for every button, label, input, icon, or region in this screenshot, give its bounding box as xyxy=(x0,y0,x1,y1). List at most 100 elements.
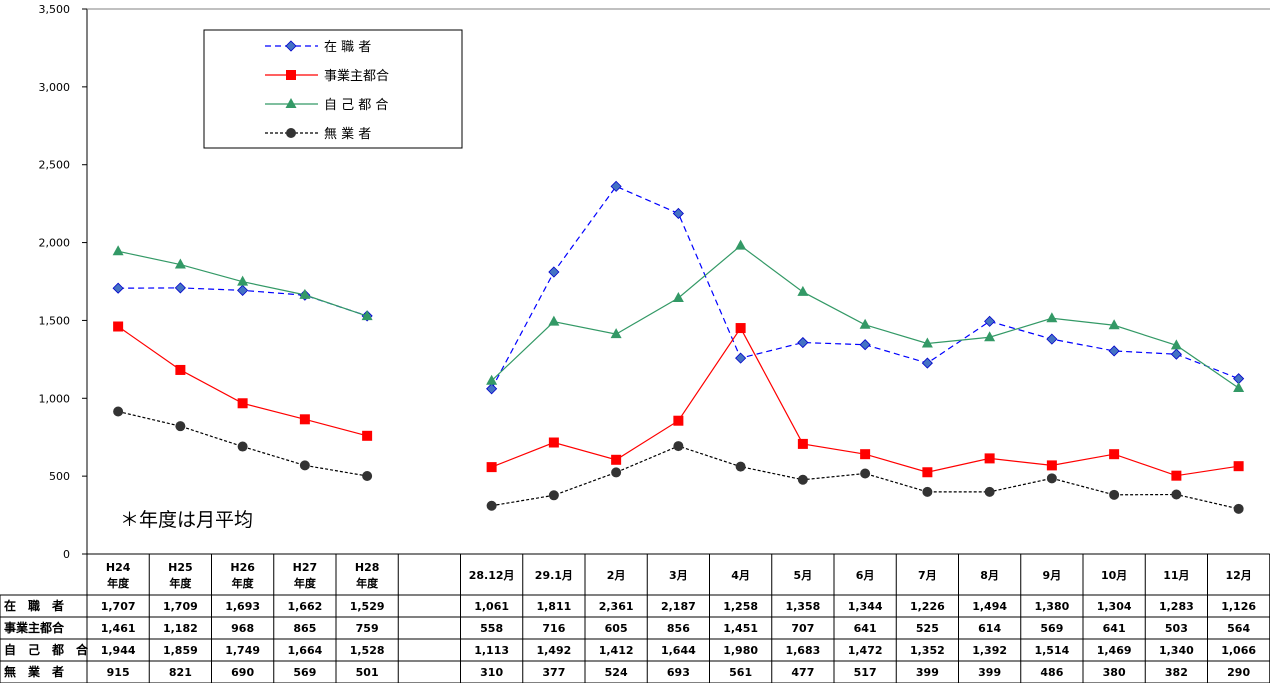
data-point xyxy=(299,460,310,471)
data-table: H24 年度 H25 年度 H26 年度 H27 年度 H28 年度 28.12月 29.1月 2月 3月… xyxy=(0,553,1270,683)
data-point xyxy=(1109,449,1120,460)
data-point xyxy=(922,486,933,497)
x-tick-label: H28 xyxy=(355,561,380,574)
x-tick-label: 7月 xyxy=(918,569,937,582)
y-axis: 0 500 1,000 1,500 2,000 2,500 3,000 3,500 xyxy=(39,3,1270,561)
table-cell: 1,380 xyxy=(1034,600,1069,613)
y-tick-label: 3,500 xyxy=(39,3,71,16)
data-point xyxy=(1233,461,1244,472)
data-point xyxy=(984,331,996,342)
data-point xyxy=(362,470,373,481)
table-cell: 569 xyxy=(1040,622,1063,635)
legend-label: 自 己 都 合 xyxy=(324,98,388,113)
legend-marker xyxy=(286,128,296,138)
table-cell: 1,392 xyxy=(972,644,1007,657)
data-point xyxy=(1046,333,1058,345)
table-cell: 525 xyxy=(916,622,939,635)
x-tick-label: H25 xyxy=(168,561,193,574)
table-cell: 1,944 xyxy=(101,644,136,657)
data-point xyxy=(921,357,933,369)
table-cell: 1,304 xyxy=(1097,600,1132,613)
plot-area xyxy=(112,180,1245,514)
table-cell: 2,361 xyxy=(599,600,634,613)
data-point xyxy=(237,441,248,452)
table-cell: 1,258 xyxy=(723,600,758,613)
table-cell: 561 xyxy=(729,666,752,679)
legend-frame xyxy=(203,29,463,149)
table-cell: 477 xyxy=(791,666,814,679)
data-point xyxy=(611,454,622,465)
y-tick-label: 2,500 xyxy=(39,159,71,172)
table-cell: 1,126 xyxy=(1221,600,1256,613)
legend-item: 自 己 都 合 xyxy=(265,98,388,113)
data-point xyxy=(860,449,871,460)
table-cell: 1,412 xyxy=(599,644,634,657)
table-cell: 1,344 xyxy=(848,600,883,613)
table-cell: 1,683 xyxy=(785,644,820,657)
table-cell: 968 xyxy=(231,622,254,635)
data-point xyxy=(860,468,871,479)
x-tick-label: 8月 xyxy=(980,569,999,582)
x-tick-label: 5月 xyxy=(794,569,813,582)
table-cell: 2,187 xyxy=(661,600,696,613)
table-cell: 1,707 xyxy=(101,600,136,613)
x-tick-label-sub: 年度 xyxy=(232,576,255,590)
x-tick-label: 6月 xyxy=(856,569,875,582)
table-cell: 1,451 xyxy=(723,622,758,635)
legend-marker xyxy=(285,98,297,108)
table-cell: 1,749 xyxy=(225,644,260,657)
x-tick-label: 2月 xyxy=(607,569,626,582)
x-tick-label: H24 xyxy=(106,561,131,574)
data-point xyxy=(548,315,560,326)
data-point xyxy=(672,207,684,220)
x-tick-label-sub: 年度 xyxy=(107,576,130,590)
table-cell: 1,352 xyxy=(910,644,945,657)
y-tick-label: 0 xyxy=(63,548,70,561)
series-3 xyxy=(112,239,1245,393)
data-point xyxy=(610,328,622,339)
y-tick-label: 3,000 xyxy=(39,81,71,94)
data-point xyxy=(237,284,249,296)
data-point xyxy=(1170,339,1182,350)
legend-marker xyxy=(285,40,297,52)
data-point xyxy=(174,282,186,294)
data-point xyxy=(735,239,747,250)
x-tick-label-sub: 年度 xyxy=(294,576,317,590)
data-point xyxy=(486,462,497,473)
data-point xyxy=(1233,382,1245,393)
table-cell: 564 xyxy=(1227,622,1250,635)
x-tick-label: 29.1月 xyxy=(535,569,573,582)
x-tick-label: H26 xyxy=(230,561,255,574)
data-point xyxy=(1233,503,1244,514)
data-point xyxy=(1046,473,1057,484)
data-point xyxy=(922,467,933,478)
table-cell: 865 xyxy=(293,622,316,635)
data-point xyxy=(1108,319,1120,330)
table-cell: 1,226 xyxy=(910,600,945,613)
table-cell: 690 xyxy=(231,666,254,679)
data-point xyxy=(113,321,124,332)
legend-marker xyxy=(286,70,296,80)
table-cell: 759 xyxy=(356,622,379,635)
legend-item: 在 職 者 xyxy=(265,40,371,55)
data-point xyxy=(548,437,559,448)
table-row-label: 無 業 者 xyxy=(4,664,64,679)
data-point xyxy=(1046,312,1058,323)
table-cell: 693 xyxy=(667,666,690,679)
data-point xyxy=(673,415,684,426)
data-point xyxy=(797,285,809,296)
data-point xyxy=(673,441,684,452)
data-point xyxy=(984,486,995,497)
data-point xyxy=(859,339,871,351)
data-point xyxy=(984,453,995,464)
data-point xyxy=(1171,489,1182,500)
data-point xyxy=(174,258,186,269)
x-tick-label: 4月 xyxy=(731,569,750,582)
table-cell: 569 xyxy=(293,666,316,679)
x-tick-label-sub: 年度 xyxy=(169,576,192,590)
data-point xyxy=(610,180,622,192)
table-cell: 1,528 xyxy=(350,644,385,657)
data-point xyxy=(611,467,622,478)
table-cell: 1,529 xyxy=(350,600,385,613)
table-cell: 821 xyxy=(169,666,192,679)
